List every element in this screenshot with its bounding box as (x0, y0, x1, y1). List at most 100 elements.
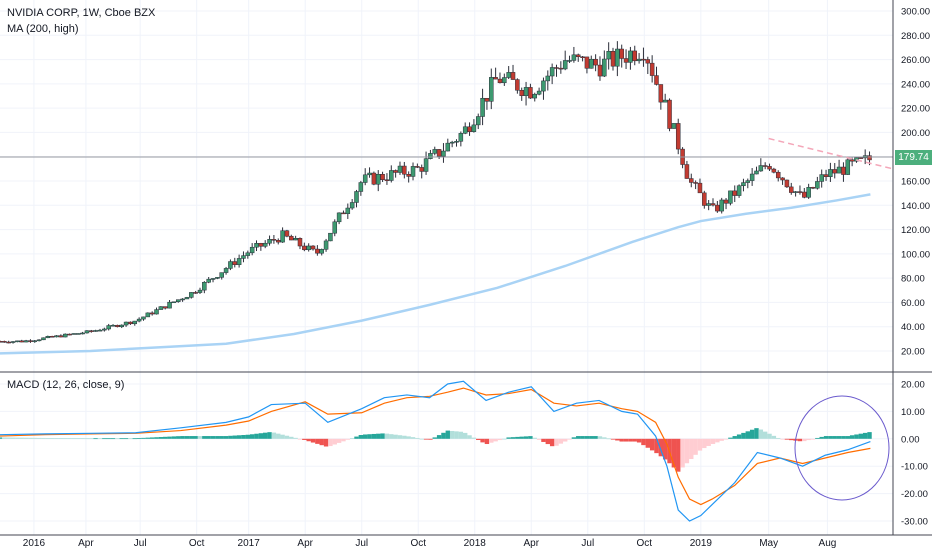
candle-body (528, 87, 533, 99)
histogram-bar (728, 437, 733, 439)
histogram-bar (276, 433, 281, 439)
histogram-bar (284, 435, 290, 439)
histogram-bar (332, 438, 337, 445)
candle-body (571, 54, 577, 61)
histogram-bar (658, 438, 664, 457)
histogram-bar (589, 436, 594, 439)
histogram-bar (119, 438, 124, 440)
candle-body (389, 170, 394, 181)
macd-tick-label: -10.00 (901, 462, 928, 473)
candle-body (810, 187, 816, 189)
candle-body (654, 75, 659, 85)
histogram-bar (158, 437, 164, 439)
histogram-bar (754, 428, 759, 439)
candle-body (354, 191, 359, 203)
candle-body (845, 159, 851, 175)
histogram-bar (236, 435, 242, 439)
candle-body (502, 77, 507, 84)
time-tick-label: 2016 (23, 538, 46, 549)
histogram-bar (406, 436, 411, 439)
candle-body (632, 50, 638, 62)
histogram-bar (267, 432, 272, 439)
histogram-bar (567, 438, 572, 440)
price-axis[interactable]: 300.00280.00260.00240.00220.00200.00180.… (901, 7, 930, 358)
candle-body (362, 174, 368, 183)
histogram-bar (858, 433, 864, 439)
candle-body (323, 240, 329, 250)
candle-body (332, 221, 338, 234)
histogram-bar (719, 438, 724, 441)
histogram-bar (228, 435, 233, 439)
histogram-bar (167, 436, 172, 439)
histogram-bar (36, 437, 42, 439)
candle-body (80, 332, 85, 335)
candle-body (410, 166, 416, 177)
histogram-bar (232, 435, 237, 439)
candle-body (402, 165, 407, 175)
histogram-bar (823, 436, 829, 439)
histogram-bar (380, 433, 385, 439)
candle-body (132, 320, 138, 325)
candle-body (32, 340, 38, 342)
histogram-bar (528, 436, 533, 439)
histogram-bar (297, 438, 303, 440)
time-tick-label: Oct (410, 538, 426, 549)
histogram-bar (241, 435, 246, 439)
histogram-bar (223, 436, 229, 439)
price-tick-label: 140.00 (901, 201, 930, 212)
candle-body (797, 191, 803, 193)
time-tick-label: Jul (355, 538, 368, 549)
candle-body (71, 333, 77, 335)
candle-body (15, 340, 20, 343)
candle-body (293, 238, 298, 241)
candle-body (219, 272, 224, 278)
macd-tick-label: -20.00 (901, 489, 928, 500)
candle-body (306, 245, 311, 251)
candle-body (493, 77, 498, 80)
candle-body (223, 268, 229, 273)
histogram-bar (6, 437, 11, 439)
candle-body (645, 59, 651, 64)
macd-axis[interactable]: 20.00 10.00 0.00 -10.00 -20.00 -30.00 (901, 380, 928, 528)
histogram-bar (362, 434, 368, 439)
histogram-bar (671, 438, 677, 468)
candle-body (336, 212, 342, 223)
histogram-bar (845, 436, 850, 439)
candle-body (41, 337, 46, 341)
signal-line (0, 387, 871, 506)
histogram-bar (849, 435, 855, 439)
candle-body (197, 289, 203, 293)
price-pane (0, 0, 894, 535)
macd-lines (0, 380, 871, 522)
candle-body (115, 324, 120, 328)
histogram-bar (715, 438, 720, 443)
candle-body (97, 329, 103, 332)
histogram-bar (371, 433, 377, 439)
histogram-bar (93, 438, 98, 440)
candle-body (497, 78, 503, 84)
candle-body (393, 170, 398, 173)
histogram-bar (732, 436, 737, 439)
candlesticks[interactable] (0, 41, 872, 344)
candle-body (832, 169, 837, 174)
histogram-bar (310, 438, 316, 443)
candle-body (328, 232, 333, 242)
candle-body (254, 243, 259, 248)
macd-tick-label: 20.00 (901, 380, 925, 391)
histogram-bar (349, 438, 355, 439)
histogram-bar (723, 438, 729, 440)
histogram-bar (0, 437, 3, 439)
histogram-bar (428, 438, 433, 440)
time-axis[interactable]: 2016 Apr Jul Oct 2017 Apr Jul Oct 2018 Apr Jul Oct 2… (23, 538, 837, 549)
candle-body (562, 60, 568, 70)
histogram-bar (854, 434, 859, 439)
candle-body (89, 330, 94, 332)
candle-body (193, 292, 198, 294)
histogram-bar (293, 437, 298, 439)
candle-body (849, 159, 855, 162)
histogram-bar (497, 438, 503, 441)
candle-body (180, 298, 185, 301)
candle-body (436, 149, 442, 157)
candle-body (189, 292, 194, 298)
histogram-bar (680, 438, 685, 468)
